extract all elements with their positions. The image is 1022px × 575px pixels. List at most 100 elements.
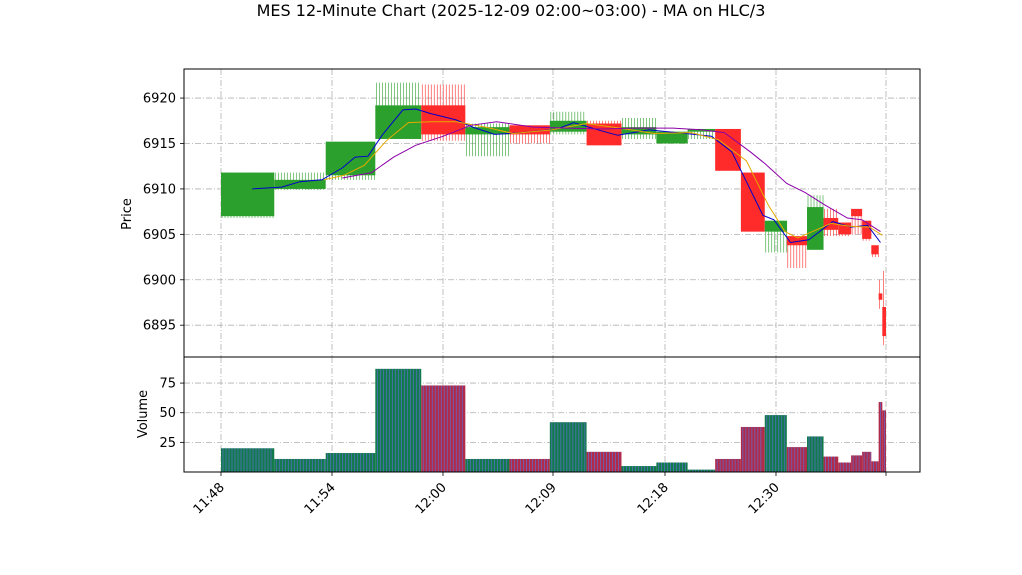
volume-bar-body [421, 385, 466, 472]
time-tick-label: 12:00 [413, 480, 450, 517]
price-bar [421, 84, 466, 141]
volume-bar [274, 458, 326, 472]
price-bar-body [878, 293, 883, 300]
price-bar-body [740, 172, 765, 232]
volume-bar-body [838, 462, 852, 472]
volume-bar [862, 451, 872, 472]
volume-bar [786, 447, 808, 472]
volume-bar-body [656, 462, 688, 472]
price-tick-label: 6900 [143, 273, 176, 288]
volume-bar-body [325, 453, 376, 472]
price-bar-body [807, 207, 824, 250]
price-bar [274, 172, 326, 190]
volume-bar [871, 461, 879, 472]
moving-average-line [252, 108, 881, 244]
price-bar [509, 125, 550, 144]
volume-bar-body [851, 455, 863, 472]
moving-average-lines [252, 108, 883, 244]
price-tick-label: 6920 [143, 92, 176, 107]
volume-gridlines [184, 357, 920, 472]
price-bar-body [465, 127, 510, 135]
volume-bar-body [465, 458, 510, 472]
price-bar [221, 172, 275, 218]
volume-bars [221, 368, 886, 472]
price-bar [764, 220, 788, 253]
price-bar-body [656, 131, 688, 144]
time-tick-label: 12:18 [635, 480, 672, 517]
price-bar-body [221, 172, 275, 217]
price-bar-body [882, 307, 886, 337]
volume-tick-label: 50 [159, 406, 176, 421]
price-bar-body [549, 120, 587, 132]
volume-bar-body [715, 458, 741, 472]
volume-axis-label: Volume [136, 390, 151, 438]
volume-bar [878, 402, 883, 472]
volume-bar [221, 448, 275, 472]
time-tick-label: 11:48 [191, 480, 228, 517]
volume-bar [325, 453, 376, 472]
volume-bar [656, 462, 688, 472]
time-tick-label: 11:54 [302, 480, 339, 517]
volume-bar [421, 385, 466, 472]
volume-bar [764, 415, 787, 472]
price-bar [465, 123, 510, 157]
volume-tick-label: 75 [159, 377, 176, 392]
price-bar-body [851, 208, 863, 217]
volume-bar [621, 466, 657, 472]
price-bar-body [274, 179, 326, 189]
price-bar-body [325, 141, 376, 176]
price-bar-body [838, 222, 852, 235]
price-tick-label: 6895 [143, 319, 176, 334]
volume-bar [715, 458, 741, 472]
price-bar [878, 279, 883, 309]
price-bar-body [421, 105, 466, 135]
volume-bar [838, 462, 852, 472]
moving-average-line [342, 121, 881, 233]
volume-bar [586, 451, 622, 472]
price-bar [851, 208, 863, 235]
volume-bar [549, 422, 587, 472]
time-tick-label: 12:09 [523, 480, 560, 517]
price-axis-label: Price [120, 198, 135, 230]
price-bar-body [509, 125, 550, 135]
price-bar [325, 141, 376, 180]
volume-bar [375, 368, 422, 472]
volume-bar-body [549, 422, 587, 472]
volume-bar [851, 455, 863, 472]
price-bar [871, 245, 879, 258]
price-bar [882, 270, 886, 346]
volume-bar [740, 426, 765, 472]
volume-bar-body [862, 451, 872, 472]
price-tick-label: 6915 [143, 137, 176, 152]
price-y-axis: 6895 6900 6905 6910 6915 6920 [143, 92, 184, 334]
volume-bar [465, 458, 510, 472]
volume-bar-body [221, 448, 275, 472]
price-bar [807, 195, 824, 250]
volume-bar [882, 410, 886, 472]
price-bar-body [786, 236, 808, 246]
time-tick-label: 12:30 [746, 480, 783, 517]
volume-bar-body [621, 466, 657, 472]
volume-bar [807, 436, 824, 472]
moving-average-line [323, 121, 883, 239]
volume-tick-label: 25 [159, 436, 176, 451]
price-bar-body [871, 245, 879, 255]
price-tick-label: 6910 [143, 182, 176, 197]
volume-bar-body [740, 426, 765, 472]
volume-panel-frame [183, 356, 921, 473]
price-bar-body [862, 220, 872, 239]
price-bar-body [764, 220, 787, 232]
price-bar [862, 220, 872, 241]
time-x-axis: 11:48 11:54 12:00 12:09 12:18 12:30 [191, 472, 887, 517]
volume-bar [823, 456, 839, 472]
price-tick-label: 6905 [143, 228, 176, 243]
price-bars [221, 82, 886, 346]
volume-bar-body [871, 461, 879, 472]
price-bar [656, 131, 688, 144]
chart-title: MES 12-Minute Chart (2025-12-09 02:00~03… [256, 1, 766, 20]
price-bar [740, 172, 765, 232]
price-bar [549, 111, 587, 135]
volume-y-axis: 25 50 75 [159, 377, 184, 451]
volume-bar [509, 458, 550, 472]
